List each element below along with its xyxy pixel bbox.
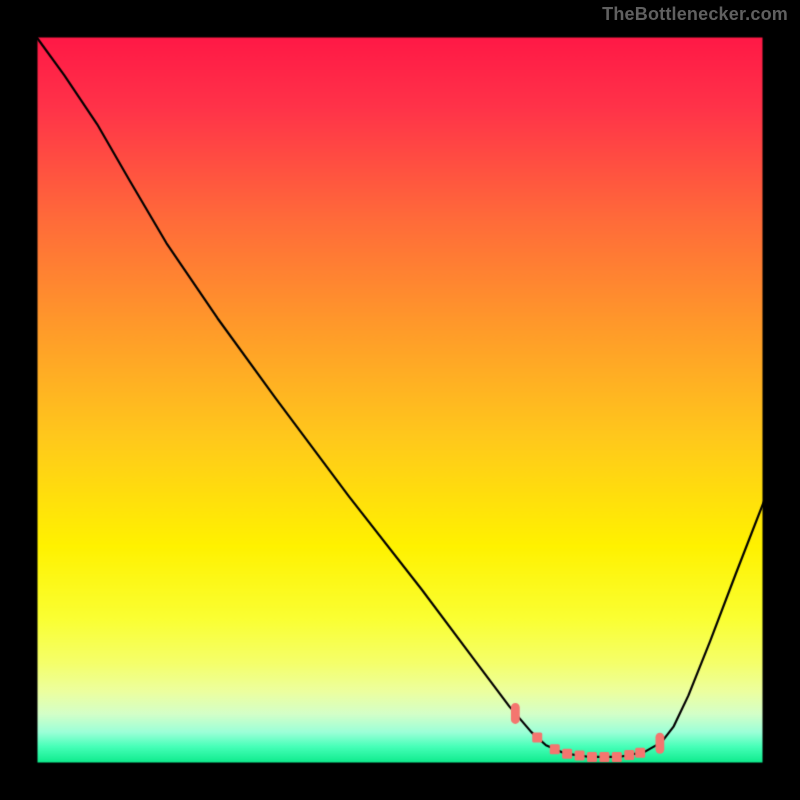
chart-canvas	[0, 0, 800, 800]
watermark-text: TheBottlenecker.com	[602, 4, 788, 25]
